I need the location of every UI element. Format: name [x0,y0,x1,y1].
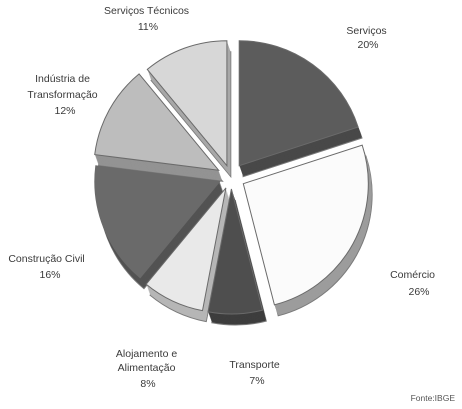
pie-slice [207,188,264,315]
pie-slice [238,40,359,167]
source-note: Fonte:IBGE [411,393,456,403]
label-comercio: Comércio 26% [390,269,438,298]
label-industria: Indústria de Transformação 12% [27,73,100,117]
label-transporte: Transporte 7% [229,359,282,387]
label-servicos: Serviços 20% [346,25,389,51]
pie-slice [94,165,221,279]
pie-slice [94,73,220,171]
pie-slice [145,187,227,312]
pie-slice [242,144,369,306]
pie-slice [146,40,228,168]
label-alojamento: Alojamento e Alimentação 8% [116,348,180,390]
label-construcao: Construção Civil 16% [8,253,87,281]
label-servicos-tecnicos: Serviços Técnicos 11% [104,5,192,33]
pie-slices [94,40,373,326]
